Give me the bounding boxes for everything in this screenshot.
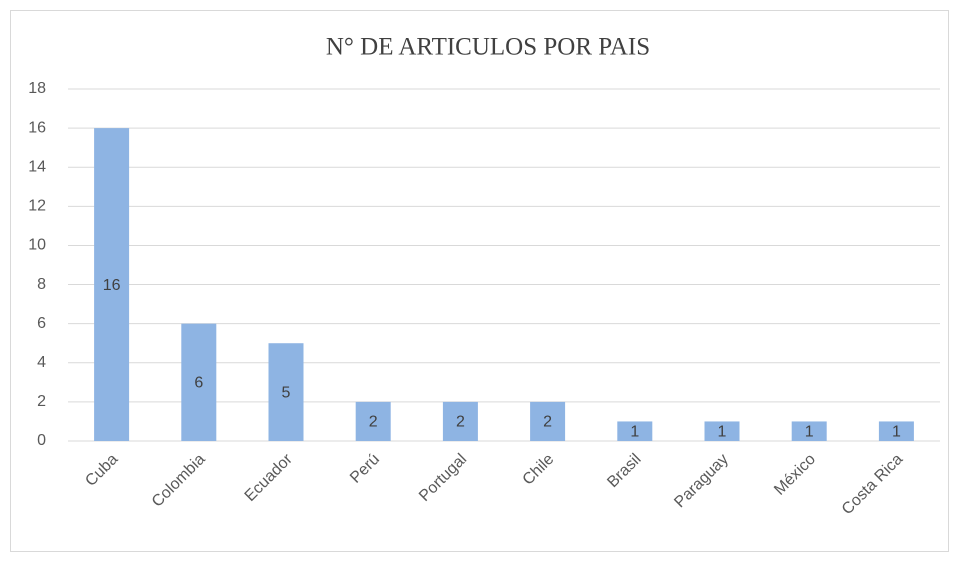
- data-label: 2: [369, 414, 378, 431]
- y-tick-label: 2: [37, 393, 46, 410]
- bar: [878, 421, 914, 441]
- chart-title: N° DE ARTICULOS POR PAIS: [326, 34, 650, 61]
- bar: [530, 401, 566, 441]
- data-label: 1: [630, 423, 639, 440]
- data-label: 1: [718, 423, 727, 440]
- data-label: 5: [282, 384, 291, 401]
- bar: [791, 421, 827, 441]
- bar: [617, 421, 653, 441]
- y-tick-label: 12: [28, 198, 46, 215]
- y-tick-label: 14: [28, 158, 46, 175]
- bar: [704, 421, 740, 441]
- y-tick-label: 10: [28, 237, 46, 254]
- bar: [355, 401, 391, 441]
- y-tick-label: 16: [28, 119, 46, 136]
- bar: [94, 128, 130, 441]
- bar: [442, 401, 478, 441]
- bar: [268, 343, 304, 441]
- y-tick-label: 18: [28, 80, 46, 97]
- chart-border: [10, 10, 949, 552]
- data-label: 1: [805, 423, 814, 440]
- data-label: 2: [456, 414, 465, 431]
- data-label: 2: [543, 414, 552, 431]
- y-tick-label: 8: [37, 276, 46, 293]
- y-tick-label: 4: [37, 354, 46, 371]
- bar: [181, 323, 217, 441]
- y-tick-label: 0: [37, 432, 46, 449]
- y-tick-label: 6: [37, 315, 46, 332]
- data-label: 1: [892, 423, 901, 440]
- data-label: 6: [194, 375, 203, 392]
- data-label: 16: [103, 277, 121, 294]
